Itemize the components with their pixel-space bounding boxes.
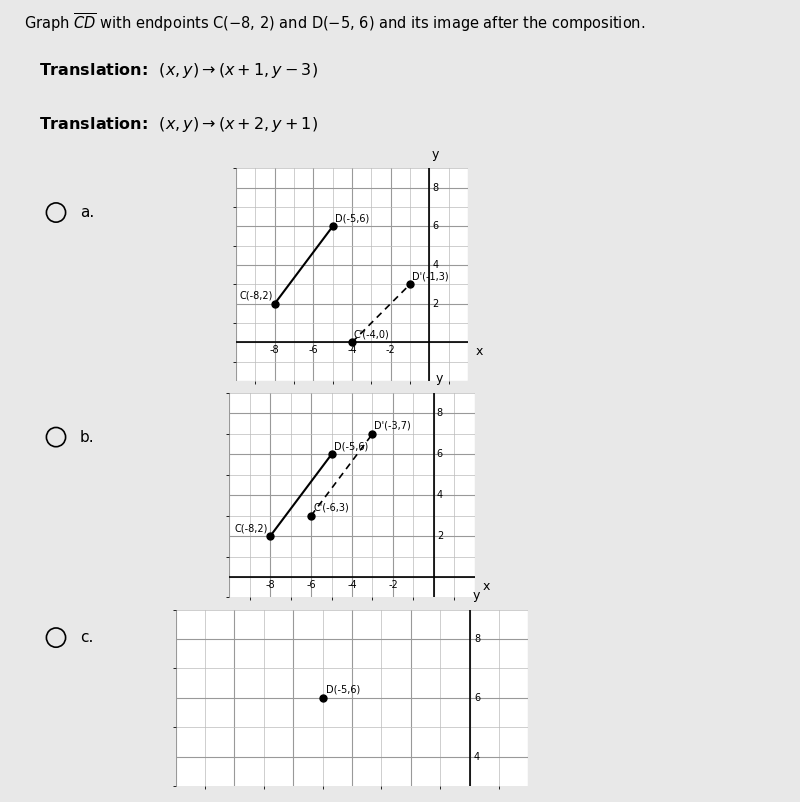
- Text: b.: b.: [80, 430, 94, 444]
- Text: D(-5,6): D(-5,6): [334, 441, 368, 452]
- Text: 6: 6: [474, 693, 480, 703]
- Text: Graph $\overline{CD}$ with endpoints C(−8, 2) and D(−5, 6) and its image after t: Graph $\overline{CD}$ with endpoints C(−…: [24, 11, 645, 34]
- Text: D(-5,6): D(-5,6): [334, 213, 369, 224]
- Text: a.: a.: [80, 205, 94, 220]
- Text: -8: -8: [266, 580, 275, 590]
- Text: -6: -6: [309, 345, 318, 355]
- Text: 4: 4: [437, 490, 443, 500]
- Text: C'(-4,0): C'(-4,0): [354, 330, 390, 339]
- Text: 8: 8: [437, 408, 443, 419]
- Text: C'(-6,3): C'(-6,3): [313, 503, 349, 512]
- Text: 6: 6: [432, 221, 438, 232]
- Text: -4: -4: [347, 345, 357, 355]
- Text: 6: 6: [437, 449, 443, 460]
- Text: C(-8,2): C(-8,2): [234, 523, 268, 533]
- Text: -2: -2: [388, 580, 398, 590]
- Text: 4: 4: [432, 260, 438, 270]
- Text: D'(-3,7): D'(-3,7): [374, 421, 411, 431]
- Text: 8: 8: [474, 634, 480, 644]
- Text: y: y: [431, 148, 438, 160]
- Text: 8: 8: [432, 183, 438, 192]
- Text: D(-5,6): D(-5,6): [326, 685, 360, 695]
- Text: 2: 2: [432, 298, 438, 309]
- Text: -6: -6: [306, 580, 316, 590]
- Text: x: x: [476, 345, 483, 358]
- Text: y: y: [436, 372, 443, 385]
- Text: -8: -8: [270, 345, 279, 355]
- Text: 2: 2: [437, 531, 443, 541]
- Text: D'(-1,3): D'(-1,3): [412, 271, 449, 282]
- Text: Translation:  $(x,y) \rightarrow (x+2, y+1)$: Translation: $(x,y) \rightarrow (x+2, y+…: [39, 115, 318, 134]
- Text: x: x: [483, 580, 490, 593]
- Text: -2: -2: [386, 345, 395, 355]
- Text: Translation:  $(x,y) \rightarrow (x+1, y-3)$: Translation: $(x,y) \rightarrow (x+1, y-…: [39, 62, 318, 80]
- Text: c.: c.: [80, 630, 94, 645]
- Text: -4: -4: [347, 580, 357, 590]
- Text: 4: 4: [474, 751, 480, 762]
- Text: y: y: [473, 589, 480, 602]
- Text: C(-8,2): C(-8,2): [239, 291, 273, 301]
